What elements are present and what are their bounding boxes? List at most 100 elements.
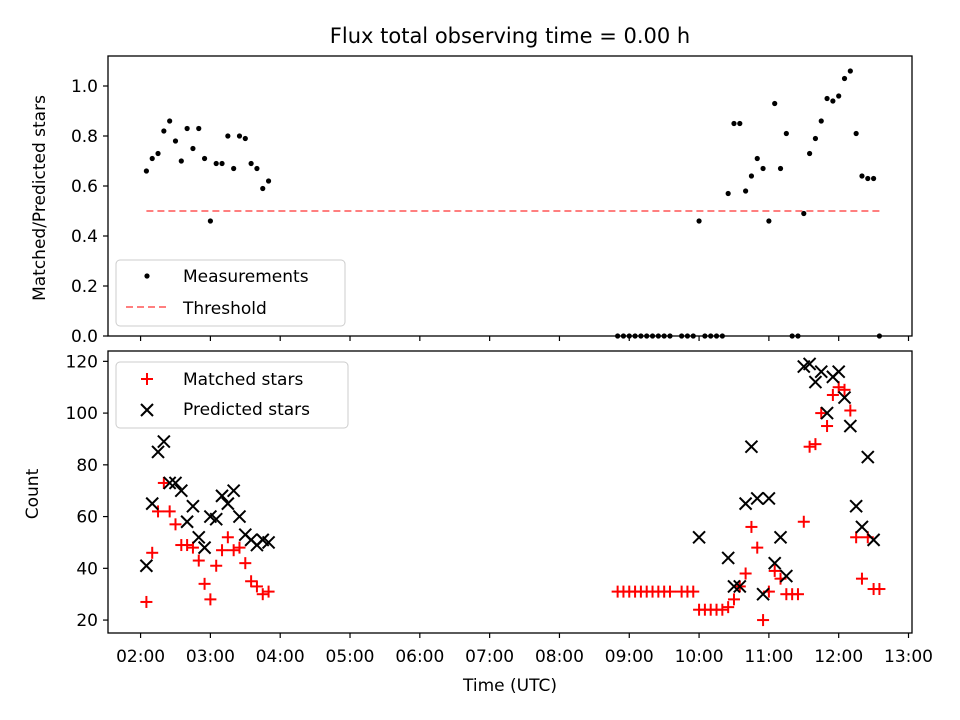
matched-stars-point <box>256 588 269 601</box>
predicted-stars-point <box>215 489 229 503</box>
chart-title: Flux total observing time = 0.00 h <box>330 24 690 48</box>
matched-stars-point <box>198 577 211 590</box>
matched-stars-point <box>809 438 822 451</box>
bottom-plot-area <box>139 357 886 627</box>
matched-stars-point <box>210 559 223 572</box>
matched-stars-point <box>262 585 275 598</box>
measurement-point <box>766 218 772 224</box>
x-tick-label: 10:00 <box>675 647 724 667</box>
matched-stars-point <box>233 541 246 554</box>
predicted-stars-point <box>232 509 247 524</box>
x-tick-label: 11:00 <box>744 647 793 667</box>
bottom-axes-frame <box>107 350 913 634</box>
matched-stars-point <box>163 505 176 518</box>
measurement-point <box>254 165 260 172</box>
top-y-tick-label: 0.2 <box>71 277 98 297</box>
legend-measurements-marker <box>144 273 150 279</box>
legend-measurements-label: Measurements <box>183 267 309 287</box>
measurement-point <box>696 218 702 224</box>
legend-threshold-label: Threshold <box>182 299 267 319</box>
matched-stars-point <box>757 614 770 627</box>
matched-stars-point <box>245 575 258 588</box>
predicted-stars-point <box>168 476 183 490</box>
matched-stars-point <box>873 583 886 596</box>
measurement-point <box>190 145 196 152</box>
matched-stars-point <box>157 476 170 489</box>
x-tick-label: 06:00 <box>395 647 444 667</box>
top-axis-ticks: 0.0 0.2 0.4 0.6 0.8 1.0 <box>71 77 910 347</box>
top-axes-frame <box>107 55 913 337</box>
matched-stars-point <box>838 383 851 396</box>
x-tick-label: 12:00 <box>814 647 863 667</box>
x-tick-label: 03:00 <box>186 647 235 667</box>
top-y-tick-label: 0.6 <box>71 177 98 197</box>
top-legend-box <box>115 259 346 327</box>
legend-predicted-label: Predicted stars <box>183 400 310 420</box>
measurement-point <box>201 155 208 162</box>
measurement-point <box>178 158 184 164</box>
matched-stars-point <box>140 595 153 608</box>
measurement-point <box>743 188 749 194</box>
predicted-stars-point <box>221 496 235 511</box>
matched-stars-point <box>739 567 752 580</box>
measurement-point <box>219 160 225 167</box>
predicted-stars-point <box>849 499 863 513</box>
matched-stars-point <box>722 601 735 614</box>
predicted-stars-point <box>843 419 858 433</box>
predicted-stars-point <box>151 445 165 459</box>
predicted-stars-point <box>855 520 869 534</box>
predicted-stars-point <box>744 440 759 454</box>
predicted-stars-point <box>226 483 241 498</box>
measurement-point <box>143 168 149 174</box>
measurement-point <box>155 150 161 157</box>
x-tick-label: 09:00 <box>605 647 654 667</box>
matched-stars-point <box>192 554 205 567</box>
predicted-stars-point <box>802 357 817 371</box>
measurement-point <box>225 133 231 139</box>
measurement-point <box>167 118 173 124</box>
measurement-point <box>772 100 778 107</box>
matched-stars-point <box>850 531 863 544</box>
matched-stars-point <box>227 544 240 557</box>
x-tick-label: 07:00 <box>465 647 514 667</box>
bottom-axis-ticks: 20 40 60 80 100 120 02:00 03:00 04:00 05:00 06:00 0… <box>66 352 933 667</box>
matched-stars-point <box>815 407 828 420</box>
measurement-point <box>841 75 848 82</box>
predicted-stars-point <box>814 364 828 379</box>
x-tick-label: 08:00 <box>535 647 584 667</box>
predicted-stars-point <box>733 579 747 594</box>
matched-stars-point <box>663 585 676 598</box>
measurement-point <box>149 155 155 162</box>
bottom-y-tick-label: 20 <box>76 611 98 631</box>
matched-stars-point <box>250 580 263 593</box>
measurement-point <box>248 160 254 167</box>
bottom-y-tick-label: 40 <box>76 559 98 579</box>
measurement-point <box>754 155 760 162</box>
predicted-stars-point <box>174 483 189 498</box>
legend-predicted-marker <box>140 403 154 417</box>
predicted-stars-point <box>750 491 764 506</box>
top-y-tick-label: 1.0 <box>71 77 98 97</box>
matched-stars-point <box>826 388 839 401</box>
matched-stars-point <box>791 588 804 601</box>
predicted-stars-point <box>145 496 159 511</box>
measurement-point <box>853 130 859 137</box>
measurement-point <box>731 120 737 127</box>
measurement-point <box>871 175 877 182</box>
matched-stars-point <box>687 585 700 598</box>
measurement-point <box>859 173 865 179</box>
measurement-point <box>812 135 819 142</box>
top-legend: Measurements Threshold <box>115 259 346 327</box>
bottom-legend-box <box>115 361 349 429</box>
x-tick-label: 02:00 <box>116 647 165 667</box>
x-tick-label: 04:00 <box>256 647 305 667</box>
bottom-legend: Matched stars Predicted stars <box>115 361 349 429</box>
measurement-point <box>824 95 830 102</box>
predicted-stars-point <box>721 551 735 565</box>
measurement-point <box>748 173 755 179</box>
predicted-stars-point <box>692 530 706 544</box>
measurement-point <box>725 190 731 197</box>
matched-stars-point <box>204 593 217 606</box>
